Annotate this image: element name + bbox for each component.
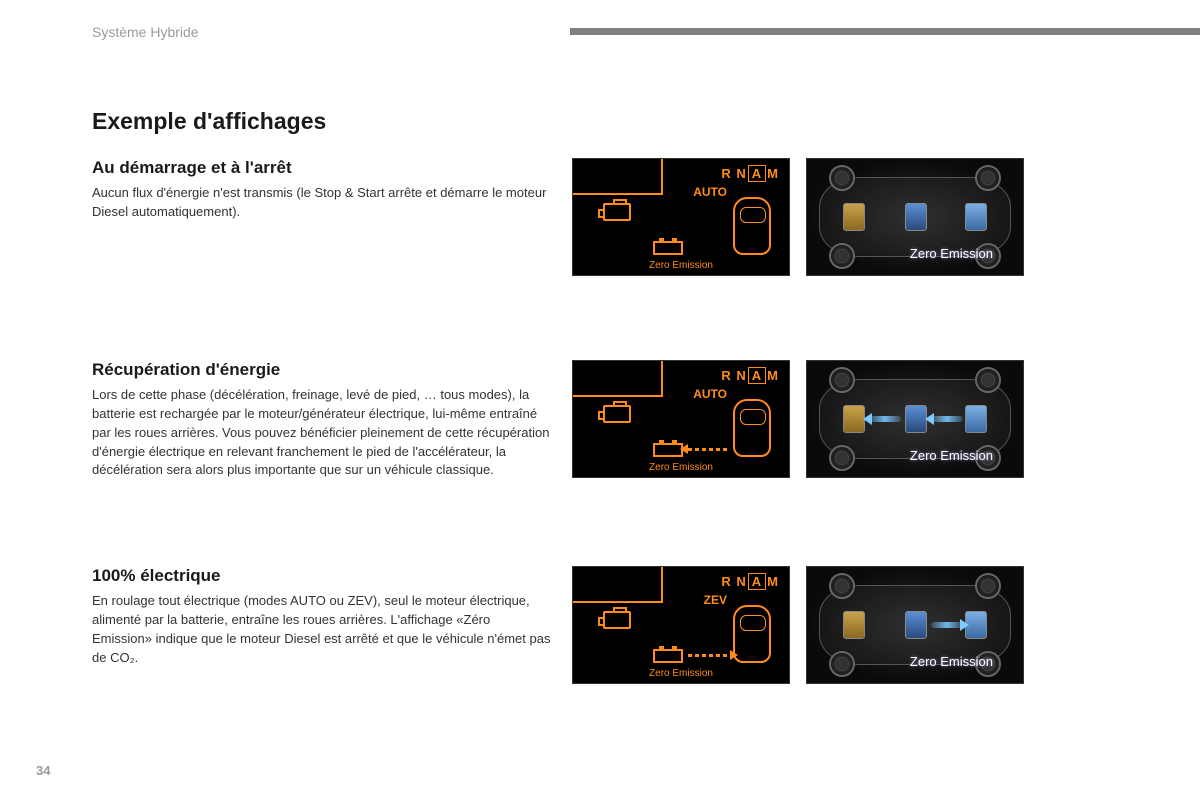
section-body: Lors de cette phase (décélération, frein… bbox=[92, 386, 552, 480]
zero-emission-text: Zero Emission bbox=[910, 654, 993, 669]
battery-component-icon bbox=[905, 203, 927, 231]
section-heading: 100% électrique bbox=[92, 566, 552, 586]
engine-icon bbox=[603, 203, 631, 221]
page-title: Exemple d'affichages bbox=[92, 108, 326, 135]
wheel-icon bbox=[829, 165, 855, 191]
energy-flow-arrow bbox=[931, 622, 963, 628]
engine-icon bbox=[603, 405, 631, 423]
dash-frame bbox=[573, 567, 663, 603]
wheel-icon bbox=[975, 367, 1001, 393]
header-title: Système Hybride bbox=[92, 24, 199, 40]
xray-display: Zero Emission bbox=[806, 360, 1024, 478]
dashboard-display: R NAM AUTO Zero Emission bbox=[572, 360, 790, 478]
car-icon bbox=[733, 605, 771, 663]
dashboard-display: R NAM ZEV Zero Emission bbox=[572, 566, 790, 684]
engine-icon bbox=[603, 611, 631, 629]
battery-icon bbox=[653, 443, 683, 457]
wheel-icon bbox=[829, 243, 855, 269]
wheel-icon bbox=[829, 367, 855, 393]
battery-component-icon bbox=[905, 611, 927, 639]
dash-frame bbox=[573, 159, 663, 195]
zero-emission-label: Zero Emission bbox=[649, 668, 713, 679]
gear-indicator: R NAM bbox=[721, 573, 779, 590]
mode-label: ZEV bbox=[704, 593, 727, 607]
wheel-icon bbox=[975, 573, 1001, 599]
wheel-icon bbox=[829, 445, 855, 471]
dashboard-display: R NAM AUTO Zero Emission bbox=[572, 158, 790, 276]
header-divider bbox=[570, 28, 1200, 35]
gear-indicator: R NAM bbox=[721, 165, 779, 182]
engine-component-icon bbox=[843, 611, 865, 639]
section-body: Aucun flux d'énergie n'est transmis (le … bbox=[92, 184, 552, 222]
battery-icon bbox=[653, 649, 683, 663]
mode-label: AUTO bbox=[693, 387, 727, 401]
wheel-icon bbox=[829, 651, 855, 677]
energy-flow-arrow bbox=[869, 416, 901, 422]
section-full-electric: 100% électrique En roulage tout électriq… bbox=[92, 566, 1108, 667]
zero-emission-text: Zero Emission bbox=[910, 246, 993, 261]
section-heading: Récupération d'énergie bbox=[92, 360, 552, 380]
zero-emission-label: Zero Emission bbox=[649, 462, 713, 473]
energy-flow-arrow bbox=[688, 654, 730, 657]
energy-flow-arrow bbox=[688, 448, 730, 451]
car-icon bbox=[733, 399, 771, 457]
xray-display: Zero Emission bbox=[806, 158, 1024, 276]
engine-component-icon bbox=[843, 405, 865, 433]
page-number: 34 bbox=[36, 763, 50, 778]
wheel-icon bbox=[829, 573, 855, 599]
car-icon bbox=[733, 197, 771, 255]
section-energy-recovery: Récupération d'énergie Lors de cette pha… bbox=[92, 360, 1108, 480]
battery-component-icon bbox=[905, 405, 927, 433]
gear-indicator: R NAM bbox=[721, 367, 779, 384]
zero-emission-text: Zero Emission bbox=[910, 448, 993, 463]
mode-label: AUTO bbox=[693, 185, 727, 199]
section-body: En roulage tout électrique (modes AUTO o… bbox=[92, 592, 552, 667]
wheel-icon bbox=[975, 165, 1001, 191]
energy-flow-arrow bbox=[931, 416, 963, 422]
xray-display: Zero Emission bbox=[806, 566, 1024, 684]
motor-component-icon bbox=[965, 405, 987, 433]
section-startup-stop: Au démarrage et à l'arrêt Aucun flux d'é… bbox=[92, 158, 1108, 222]
engine-component-icon bbox=[843, 203, 865, 231]
motor-component-icon bbox=[965, 203, 987, 231]
battery-icon bbox=[653, 241, 683, 255]
dash-frame bbox=[573, 361, 663, 397]
section-heading: Au démarrage et à l'arrêt bbox=[92, 158, 552, 178]
zero-emission-label: Zero Emission bbox=[649, 260, 713, 271]
